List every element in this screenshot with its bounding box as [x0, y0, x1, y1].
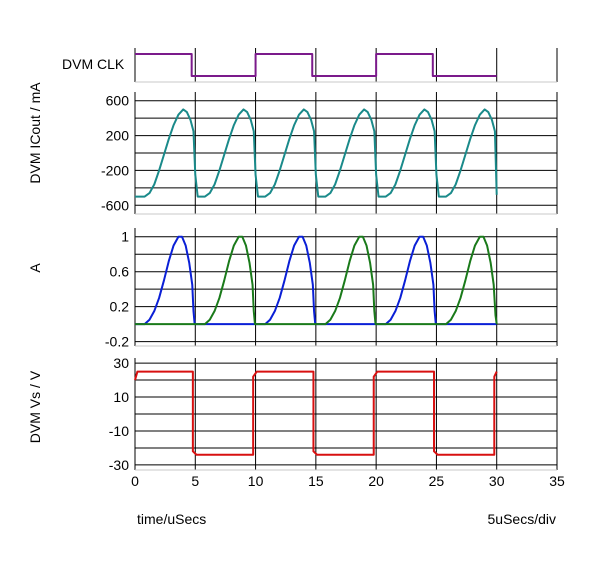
- ytick-label-current-2: -200: [101, 162, 129, 178]
- ytick-label-current-0: 600: [106, 93, 130, 109]
- xtick-label-2: 10: [248, 473, 264, 489]
- series-line-a-1: [135, 235, 498, 326]
- ytick-label-current-3: -600: [101, 197, 129, 213]
- series-line-vs-0: [134, 370, 498, 456]
- xtick-label-0: 0: [131, 473, 139, 489]
- xtick-label-1: 5: [191, 473, 199, 489]
- series-line-clk-0: [135, 53, 497, 77]
- xtick-label-4: 20: [368, 473, 384, 489]
- ytick-label-a-2: 0.2: [110, 299, 130, 315]
- ytick-label-vs-3: -30: [109, 457, 129, 473]
- ytick-label-vs-0: 30: [113, 355, 129, 371]
- x-scale-label: 5uSecs/div: [488, 511, 556, 527]
- xtick-label-7: 35: [549, 473, 565, 489]
- series-line-a-0: [135, 235, 497, 326]
- ytick-label-a-0: 1: [121, 229, 129, 245]
- ytick-label-vs-2: -10: [109, 423, 129, 439]
- series-line-current-0: [135, 108, 498, 198]
- ylabel-a: A: [27, 263, 43, 273]
- ytick-label-a-1: 0.6: [110, 264, 130, 280]
- xtick-label-6: 30: [489, 473, 505, 489]
- ytick-label-a-3: -0.2: [105, 334, 129, 350]
- xtick-label-5: 25: [429, 473, 445, 489]
- ylabel-current: DVM ICout / mA: [27, 82, 43, 184]
- ylabel-vs: DVM Vs / V: [27, 370, 43, 443]
- series-layer: [134, 53, 498, 456]
- ytick-label-vs-1: 10: [113, 389, 129, 405]
- x-axis-label: time/uSecs: [137, 511, 206, 527]
- xtick-label-3: 15: [308, 473, 324, 489]
- ytick-label-current-1: 200: [106, 128, 130, 144]
- ylabel-clk: DVM CLK: [62, 56, 125, 72]
